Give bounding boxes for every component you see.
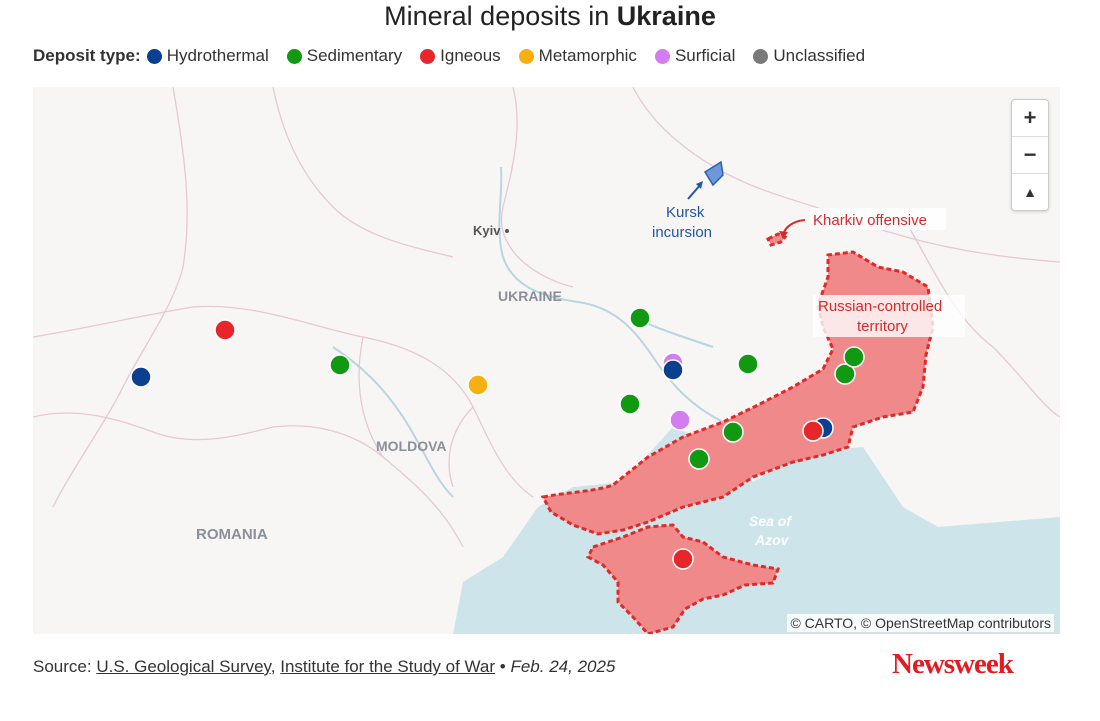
water <box>453 427 1060 634</box>
map-controls: + − ▲ <box>1011 99 1049 211</box>
kharkiv-arrow-head <box>779 231 788 239</box>
annotation-kursk-2: incursion <box>652 224 712 241</box>
deposit-marker-metamorphic[interactable] <box>467 374 489 396</box>
legend-item-igneous: Igneous <box>420 46 501 66</box>
legend-item-sedimentary: Sedimentary <box>286 46 402 66</box>
legend-dot <box>146 48 162 64</box>
legend-dot <box>753 48 769 64</box>
newsweek-logo: Newsweek <box>892 648 1014 680</box>
deposit-marker-sedimentary[interactable] <box>737 353 759 375</box>
deposit-marker-sedimentary[interactable] <box>688 448 710 470</box>
label-kyiv: Kyiv <box>473 223 501 238</box>
country-borders <box>33 87 1060 548</box>
chart-title: Mineral deposits in Ukraine <box>0 0 1100 32</box>
annotation-kursk: Kursk <box>666 204 705 221</box>
title-text: Mineral deposits in <box>384 1 617 31</box>
label-moldova: MOLDOVA <box>376 438 447 454</box>
deposit-marker-sedimentary[interactable] <box>834 363 856 385</box>
kursk-arrow-head <box>696 181 703 189</box>
legend-item-metamorphic: Metamorphic <box>518 46 637 66</box>
label-ukraine: UKRAINE <box>498 288 562 304</box>
label-sea: Sea of <box>749 513 792 529</box>
legend-dot <box>654 48 670 64</box>
legend-dot <box>518 48 534 64</box>
legend-dot <box>420 48 436 64</box>
source-date: Feb. 24, 2025 <box>510 657 616 676</box>
annotation-russian-2: territory <box>857 318 908 335</box>
zoom-in-button[interactable]: + <box>1012 100 1048 137</box>
deposit-marker-surficial[interactable] <box>669 409 691 431</box>
title-bold: Ukraine <box>616 1 716 31</box>
map-attribution: © CARTO, © OpenStreetMap contributors <box>787 614 1054 632</box>
deposit-marker-igneous[interactable] <box>672 548 694 570</box>
legend: Deposit type: Hydrothermal Sedimentary I… <box>33 46 883 66</box>
deposit-marker-hydrothermal[interactable] <box>662 359 684 381</box>
deposit-marker-hydrothermal[interactable] <box>130 366 152 388</box>
annotation-kharkiv: Kharkiv offensive <box>813 212 927 229</box>
legend-item-hydrothermal: Hydrothermal <box>146 46 269 66</box>
legend-item-unclassified: Unclassified <box>753 46 865 66</box>
label-sea2: Azov <box>754 532 790 548</box>
deposit-marker-sedimentary[interactable] <box>619 393 641 415</box>
deposit-marker-sedimentary[interactable] <box>843 346 865 368</box>
russian-label-bg <box>813 295 965 337</box>
reset-north-button[interactable]: ▲ <box>1023 184 1037 200</box>
kyiv-dot <box>505 229 509 233</box>
deposit-marker-sedimentary[interactable] <box>629 307 651 329</box>
deposit-marker-sedimentary[interactable] <box>329 354 351 376</box>
zoom-out-button[interactable]: − <box>1012 137 1048 174</box>
map-panel[interactable]: Kyiv UKRAINE MOLDOVA ROMANIA Sea of Azov… <box>33 87 1060 634</box>
legend-label: Deposit type: <box>33 46 141 65</box>
kursk-area <box>703 160 724 187</box>
deposit-marker-sedimentary[interactable] <box>722 421 744 443</box>
legend-item-surficial: Surficial <box>654 46 735 66</box>
label-romania: ROMANIA <box>196 526 268 543</box>
deposit-markers <box>130 307 865 570</box>
deposit-marker-igneous[interactable] <box>214 319 236 341</box>
source-link-isw[interactable]: Institute for the Study of War <box>280 657 496 676</box>
kharkiv-label-bg <box>810 208 946 230</box>
source-line: Source: U.S. Geological Survey, Institut… <box>33 657 616 676</box>
source-link-usgs[interactable]: U.S. Geological Survey <box>96 657 271 676</box>
map-canvas[interactable]: Kyiv UKRAINE MOLDOVA ROMANIA Sea of Azov… <box>33 87 1060 634</box>
legend-dot <box>286 48 302 64</box>
annotation-russian: Russian-controlled <box>818 298 942 315</box>
deposit-marker-igneous[interactable] <box>802 420 824 442</box>
